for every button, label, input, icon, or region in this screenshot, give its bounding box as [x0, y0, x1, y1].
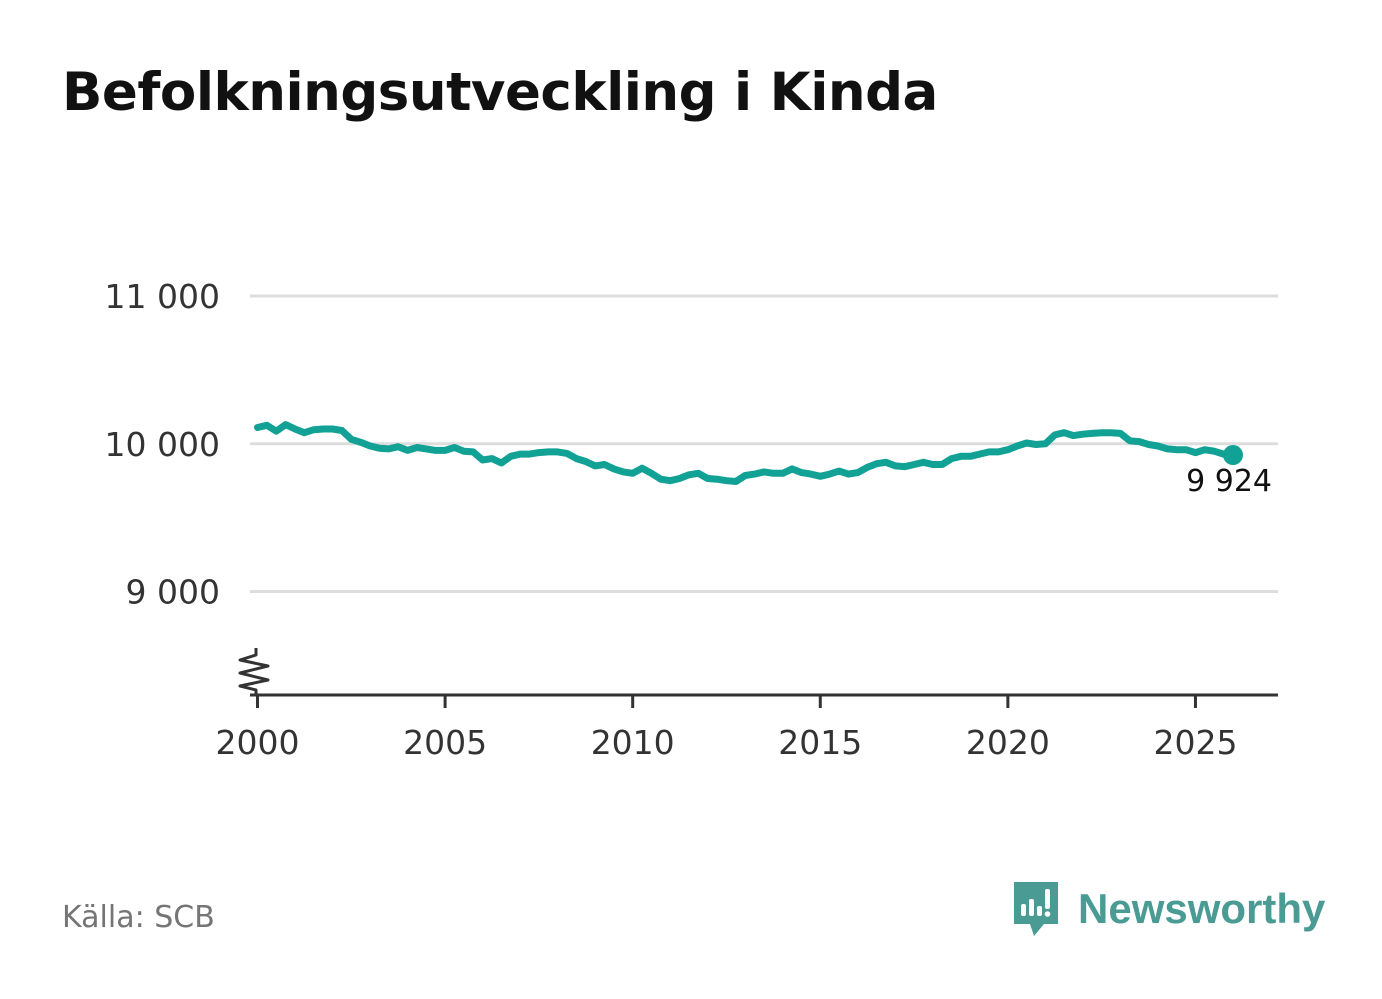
- series: [254, 421, 1243, 485]
- chart-title: Befolkningsutveckling i Kinda: [62, 62, 938, 123]
- x-tick-label: 2010: [591, 723, 675, 762]
- y-tick-label: 10 000: [105, 425, 220, 464]
- y-tick-label: 9 000: [126, 573, 220, 612]
- x-axis-ticks: 2000 2005 2010 2015 2020 2025: [216, 695, 1237, 762]
- x-tick-label: 2000: [216, 723, 300, 762]
- x-axis: [238, 648, 1278, 697]
- brand-logo: Newsworthy: [1010, 878, 1325, 940]
- x-tick-label: 2020: [966, 723, 1050, 762]
- last-value-label: 9 924: [1186, 464, 1272, 499]
- y-tick-label: 11 000: [105, 277, 220, 316]
- y-axis-ticks: 9 000 10 000 11 000: [105, 277, 220, 612]
- series-line: [254, 421, 1237, 485]
- x-tick-label: 2025: [1153, 723, 1237, 762]
- newsworthy-logo-icon: [1014, 882, 1058, 936]
- x-tick-label: 2005: [403, 723, 487, 762]
- brand-name: Newsworthy: [1078, 885, 1326, 932]
- gridlines: [250, 294, 1278, 594]
- y-axis-break-icon: [238, 648, 270, 695]
- x-tick-label: 2015: [778, 723, 862, 762]
- source-label: Källa: SCB: [62, 900, 215, 935]
- last-point-marker: [1222, 445, 1243, 466]
